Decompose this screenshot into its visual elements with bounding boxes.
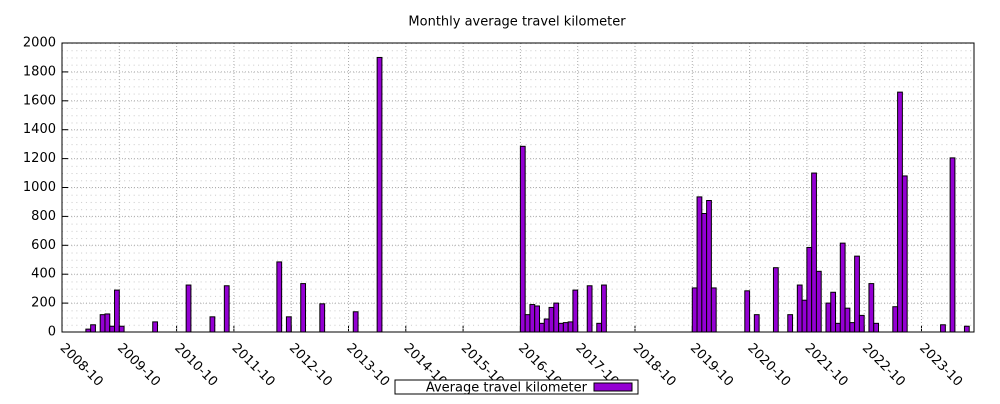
bar bbox=[596, 322, 603, 333]
y-tick-label: 1400 bbox=[23, 122, 56, 137]
legend-swatch bbox=[593, 382, 633, 392]
bar bbox=[844, 307, 851, 333]
bar bbox=[849, 322, 856, 333]
y-tick-label: 0 bbox=[48, 325, 56, 340]
bar bbox=[118, 325, 125, 333]
bar bbox=[276, 261, 283, 333]
bar bbox=[830, 291, 837, 333]
bar bbox=[558, 322, 564, 333]
bar bbox=[104, 313, 111, 333]
x-tick-label: 2012-10 bbox=[286, 341, 335, 390]
y-tick-label: 1200 bbox=[23, 151, 56, 166]
bar bbox=[90, 324, 96, 333]
bar bbox=[114, 289, 120, 333]
bar bbox=[753, 314, 760, 333]
bar bbox=[811, 172, 817, 333]
x-tick-label: 2019-10 bbox=[687, 341, 736, 390]
bar bbox=[873, 322, 880, 333]
bar bbox=[772, 267, 779, 333]
x-tick-label: 2021-10 bbox=[802, 341, 851, 390]
y-tick-label: 2000 bbox=[23, 36, 56, 51]
bar bbox=[572, 289, 579, 333]
bar bbox=[109, 325, 116, 333]
y-tick-label: 1600 bbox=[23, 93, 56, 108]
bar bbox=[963, 325, 970, 333]
bar bbox=[548, 306, 555, 333]
bar bbox=[319, 303, 326, 333]
bar bbox=[787, 314, 794, 333]
plot-frame bbox=[61, 42, 975, 333]
x-tick-label: 2023-10 bbox=[916, 341, 965, 390]
bar bbox=[801, 299, 808, 333]
bar bbox=[897, 91, 903, 333]
bar bbox=[352, 311, 359, 333]
x-tick-label: 2022-10 bbox=[859, 341, 908, 390]
chart-title: Monthly average travel kilometer bbox=[408, 15, 626, 30]
bar bbox=[696, 196, 703, 333]
bar bbox=[710, 287, 717, 333]
bar bbox=[300, 283, 307, 333]
x-tick-label: 2020-10 bbox=[744, 341, 793, 390]
y-tick-label: 1000 bbox=[23, 180, 56, 195]
bar bbox=[99, 314, 106, 333]
bar bbox=[553, 302, 560, 333]
bar bbox=[534, 305, 540, 333]
bar bbox=[601, 284, 607, 333]
legend-label: Average travel kilometer bbox=[426, 381, 588, 396]
bar bbox=[949, 157, 956, 333]
y-tick-label: 200 bbox=[31, 296, 56, 311]
bar bbox=[868, 283, 875, 333]
bar bbox=[223, 285, 230, 333]
legend-box bbox=[394, 379, 639, 395]
bar bbox=[839, 242, 846, 333]
bar bbox=[376, 56, 383, 333]
bar bbox=[524, 314, 531, 333]
y-tick-label: 1800 bbox=[23, 64, 56, 79]
bar bbox=[825, 302, 832, 333]
bar bbox=[806, 246, 813, 333]
bar bbox=[706, 200, 712, 333]
bar bbox=[285, 316, 292, 333]
bar bbox=[519, 145, 526, 333]
bar bbox=[691, 287, 698, 333]
x-tick-label: 2009-10 bbox=[114, 341, 163, 390]
bar bbox=[538, 322, 545, 333]
bar bbox=[529, 304, 536, 333]
bar bbox=[940, 324, 946, 333]
x-tick-label: 2008-10 bbox=[57, 341, 106, 390]
x-tick-label: 2011-10 bbox=[229, 341, 278, 390]
bar bbox=[892, 306, 899, 333]
bar bbox=[543, 318, 550, 333]
bar bbox=[835, 322, 841, 333]
bar bbox=[586, 285, 593, 333]
bar bbox=[209, 316, 216, 333]
y-tick-label: 800 bbox=[31, 209, 56, 224]
bar bbox=[701, 213, 708, 333]
bar bbox=[152, 321, 158, 333]
bar bbox=[901, 175, 908, 333]
bar bbox=[744, 290, 751, 333]
bar bbox=[567, 321, 574, 333]
bar bbox=[562, 322, 569, 333]
y-tick-label: 400 bbox=[31, 267, 56, 282]
bar bbox=[796, 284, 803, 333]
bar bbox=[815, 270, 822, 333]
x-tick-label: 2013-10 bbox=[343, 341, 392, 390]
y-tick-label: 600 bbox=[31, 238, 56, 253]
x-tick-label: 2010-10 bbox=[171, 341, 220, 390]
bar bbox=[185, 284, 192, 333]
bar bbox=[858, 314, 865, 333]
bar bbox=[854, 255, 860, 333]
